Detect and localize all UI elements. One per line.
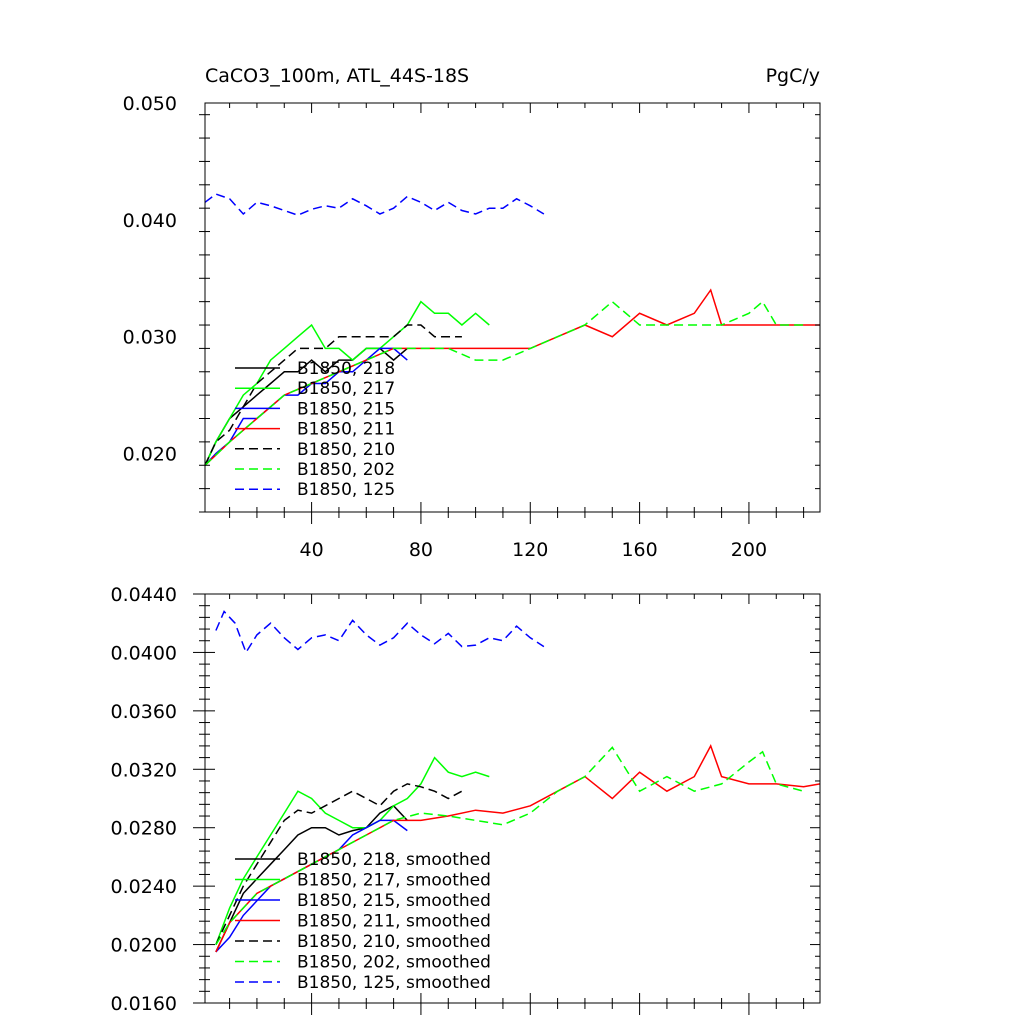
legend-label: B1850, 211, smoothed: [297, 912, 491, 932]
x-tick-label: 40: [300, 539, 324, 561]
y-tick-label: 0.020: [123, 444, 177, 466]
x-axis-ticks: [229, 594, 805, 1015]
units-label: PgC/y: [766, 65, 820, 87]
series-line-6: [204, 193, 545, 217]
x-tick-label: 160: [621, 539, 657, 561]
x-tick-label: 200: [731, 539, 767, 561]
x-tick-label: 80: [409, 539, 433, 561]
series-line-1: [204, 300, 490, 466]
y-tick-label: 0.030: [123, 327, 177, 349]
series-lines: [215, 610, 821, 953]
x-tick-label: 120: [512, 539, 548, 561]
legend-label: B1850, 125, smoothed: [297, 973, 491, 993]
plot-frame: [204, 593, 821, 1004]
legend-label: B1850, 125: [297, 480, 395, 500]
series-line-5: [204, 300, 804, 466]
y-tick-label: 0.0280: [111, 818, 177, 840]
panel-bottom: 0.0160 0.0200 0.0240 0.0280 0.0320 0.0360 0.04…: [111, 584, 821, 1015]
plot-frame: [204, 102, 821, 513]
legend-label: B1850, 210: [297, 440, 395, 460]
y-tick-label: 0.040: [123, 210, 177, 232]
series-line-4: [204, 324, 462, 466]
y-tick-label: 0.0360: [111, 701, 177, 723]
y-tick-label: 0.050: [123, 93, 177, 115]
y-tick-label: 0.0160: [111, 993, 177, 1015]
legend-label: B1850, 210, smoothed: [297, 932, 491, 952]
series-line-2: [204, 347, 408, 466]
legend-label: B1850, 202: [297, 460, 395, 480]
y-axis-ticks: [193, 593, 820, 1004]
y-tick-label: 0.0240: [111, 876, 177, 898]
legend-label: B1850, 202, smoothed: [297, 953, 491, 973]
legend-label: B1850, 217, smoothed: [297, 871, 491, 891]
series-line-1: [215, 756, 490, 945]
series-line-4: [215, 783, 463, 945]
panel-top: 40 80 120 160 200 0.020 0.030 0.040 0.050 CaCO3_1…: [123, 65, 821, 561]
series-line-0: [215, 804, 408, 953]
legend-label: B1850, 215: [297, 399, 395, 419]
legend-label: B1850, 211: [297, 420, 395, 440]
series-line-6: [215, 610, 545, 655]
series-lines: [204, 193, 820, 466]
y-tick-label: 0.0440: [111, 584, 177, 606]
legend-label: B1850, 215, smoothed: [297, 891, 491, 911]
y-axis-ticks: [199, 114, 820, 513]
legend-label: B1850, 218: [297, 359, 395, 379]
y-tick-label: 0.0400: [111, 642, 177, 664]
legend-label: B1850, 218, smoothed: [297, 850, 491, 870]
y-tick-label: 0.0200: [111, 935, 177, 957]
y-tick-label: 0.0320: [111, 759, 177, 781]
x-axis-ticks: [229, 103, 805, 524]
chart-title: CaCO3_100m, ATL_44S-18S: [205, 65, 469, 87]
legend-label: B1850, 217: [297, 379, 395, 399]
